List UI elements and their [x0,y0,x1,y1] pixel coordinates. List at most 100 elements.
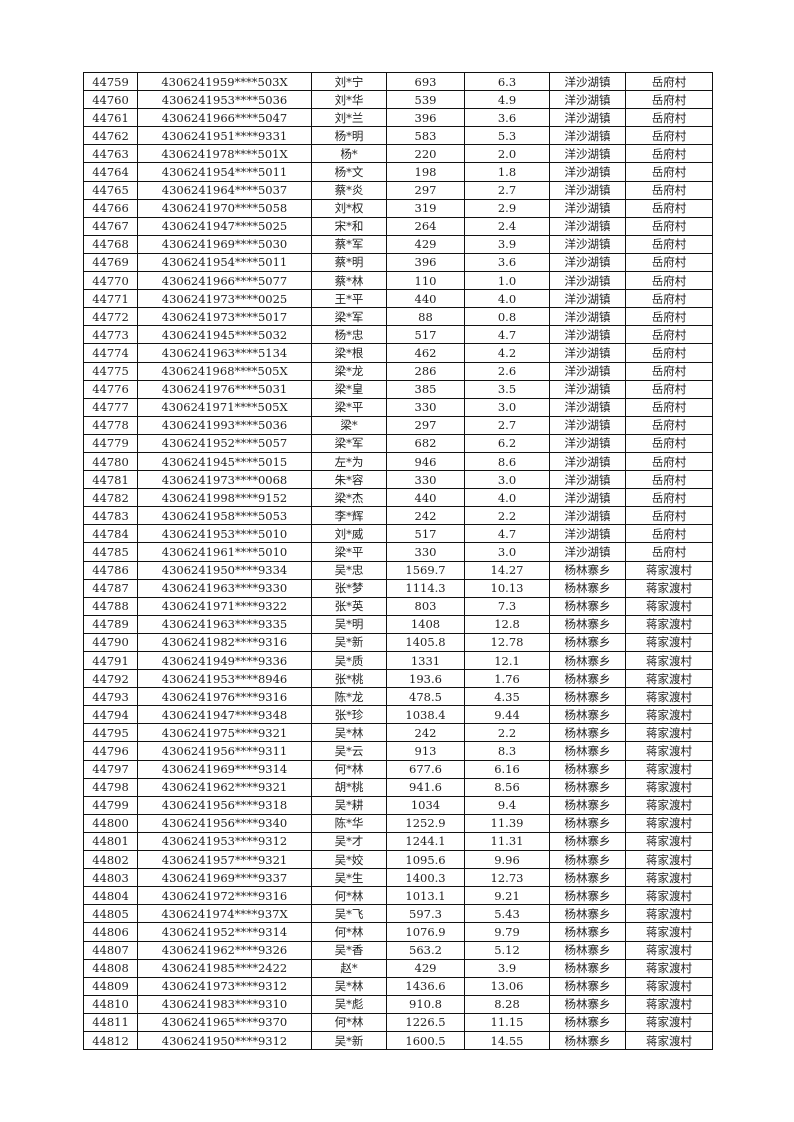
cell-id-number: 4306241956****9340 [137,813,312,833]
cell-area: 4.9 [464,90,550,110]
cell-id-number: 4306241966****5077 [137,271,312,291]
cell-area: 2.4 [464,216,550,236]
cell-amount: 440 [386,488,465,508]
table-row: 44772 4306241973****5017 梁*军 88 0.8 洋沙湖镇 岳府村 [83,307,713,327]
cell-id-number: 4306241947****9348 [137,705,312,725]
table-row: 44775 4306241968****505X 梁*龙 286 2.6 洋沙湖镇 岳府村 [83,361,713,381]
cell-village: 岳府村 [625,144,713,164]
cell-serial: 44803 [83,868,138,888]
cell-id-number: 4306241950****9334 [137,560,312,580]
cell-town: 杨林寨乡 [549,650,626,671]
cell-village: 蒋家渡村 [625,687,713,707]
cell-village: 蒋家渡村 [625,958,713,978]
table-row: 44799 4306241956****9318 吴*耕 1034 9.4 杨林寨乡 蒋家渡… [83,795,713,815]
cell-name: 吴*姣 [311,850,387,870]
cell-amount: 264 [386,216,465,236]
cell-serial: 44801 [83,831,138,852]
table-row: 44766 4306241970****5058 刘*权 319 2.9 洋沙湖镇 岳府村 [83,198,713,218]
cell-serial: 44808 [83,958,138,978]
cell-id-number: 4306241961****5010 [137,542,312,562]
cell-area: 8.28 [464,994,550,1014]
cell-village: 蒋家渡村 [625,868,713,888]
cell-amount: 440 [386,289,465,309]
cell-id-number: 4306241954****5011 [137,162,312,182]
cell-area: 12.8 [464,614,550,634]
cell-amount: 385 [386,379,465,399]
cell-id-number: 4306241993****5036 [137,415,312,435]
cell-village: 岳府村 [625,470,713,490]
cell-name: 杨*明 [311,126,387,146]
cell-town: 洋沙湖镇 [549,198,626,218]
table-row: 44776 4306241976****5031 梁*皇 385 3.5 洋沙湖镇 岳府村 [83,379,713,399]
cell-town: 洋沙湖镇 [549,271,626,291]
cell-name: 刘*兰 [311,108,387,128]
cell-id-number: 4306241973****0025 [137,289,312,309]
table-row: 44804 4306241972****9316 何*林 1013.1 9.21 杨林寨乡… [83,886,713,906]
cell-village: 岳府村 [625,506,713,526]
cell-name: 王*平 [311,289,387,309]
cell-serial: 44788 [83,596,138,616]
cell-area: 4.7 [464,325,550,345]
cell-area: 3.6 [464,252,550,273]
cell-town: 洋沙湖镇 [549,216,626,236]
cell-area: 2.6 [464,361,550,381]
cell-area: 11.15 [464,1012,550,1032]
cell-id-number: 4306241952****5057 [137,433,312,453]
table-row: 44767 4306241947****5025 宋*和 264 2.4 洋沙湖镇 岳府村 [83,216,713,236]
cell-town: 杨林寨乡 [549,904,626,924]
cell-name: 蔡*林 [311,271,387,291]
cell-village: 岳府村 [625,90,713,110]
table-row: 44761 4306241966****5047 刘*兰 396 3.6 洋沙湖镇 岳府村 [83,108,713,128]
cell-town: 杨林寨乡 [549,868,626,888]
cell-area: 11.31 [464,831,550,852]
cell-village: 蒋家渡村 [625,777,713,797]
cell-amount: 429 [386,958,465,978]
cell-serial: 44772 [83,307,138,327]
cell-amount: 297 [386,415,465,435]
cell-amount: 1013.1 [386,886,465,906]
table-row: 44765 4306241964****5037 蔡*炎 297 2.7 洋沙湖镇 岳府村 [83,180,713,200]
cell-name: 胡*桃 [311,777,387,797]
cell-id-number: 4306241968****505X [137,361,312,381]
cell-id-number: 4306241956****9311 [137,741,312,761]
cell-town: 杨林寨乡 [549,777,626,797]
cell-village: 蒋家渡村 [625,831,713,852]
cell-name: 梁*军 [311,433,387,453]
cell-serial: 44785 [83,542,138,562]
cell-town: 洋沙湖镇 [549,343,626,363]
cell-amount: 478.5 [386,687,465,707]
cell-village: 蒋家渡村 [625,669,713,689]
cell-village: 岳府村 [625,108,713,128]
cell-village: 蒋家渡村 [625,723,713,743]
cell-name: 刘*威 [311,524,387,544]
cell-name: 杨*文 [311,162,387,182]
cell-serial: 44802 [83,850,138,870]
cell-area: 2.7 [464,415,550,435]
cell-amount: 563.2 [386,940,465,960]
data-table: 44759 4306241959****503X 刘*宁 693 6.3 洋沙湖镇 岳府村 4… [83,71,713,1051]
cell-serial: 44779 [83,433,138,453]
cell-name: 吴*忠 [311,560,387,580]
cell-serial: 44766 [83,198,138,218]
table-row: 44770 4306241966****5077 蔡*林 110 1.0 洋沙湖镇 岳府村 [83,271,713,291]
cell-amount: 110 [386,271,465,291]
cell-serial: 44767 [83,216,138,236]
cell-name: 左*为 [311,451,387,472]
cell-village: 岳府村 [625,307,713,327]
cell-id-number: 4306241953****9312 [137,831,312,852]
cell-area: 2.2 [464,506,550,526]
cell-id-number: 4306241956****9318 [137,795,312,815]
table-row: 44768 4306241969****5030 蔡*军 429 3.9 洋沙湖镇 岳府村 [83,234,713,254]
cell-area: 3.9 [464,234,550,254]
cell-village: 岳府村 [625,415,713,435]
table-row: 44812 4306241950****9312 吴*新 1600.5 14.55 杨林寨… [83,1030,713,1051]
table-row: 44763 4306241978****501X 杨* 220 2.0 洋沙湖镇 岳府村 [83,144,713,164]
table-row: 44808 4306241985****2422 赵* 429 3.9 杨林寨乡 蒋家渡村 [83,958,713,978]
cell-name: 吴*新 [311,632,387,653]
cell-town: 洋沙湖镇 [549,90,626,110]
cell-id-number: 4306241945****5015 [137,451,312,472]
cell-town: 洋沙湖镇 [549,379,626,399]
table-row: 44797 4306241969****9314 何*林 677.6 6.16 杨林寨乡蒋… [83,759,713,779]
cell-id-number: 4306241970****5058 [137,198,312,218]
table-row: 44782 4306241998****9152 梁*杰 440 4.0 洋沙湖镇 岳府村 [83,488,713,508]
